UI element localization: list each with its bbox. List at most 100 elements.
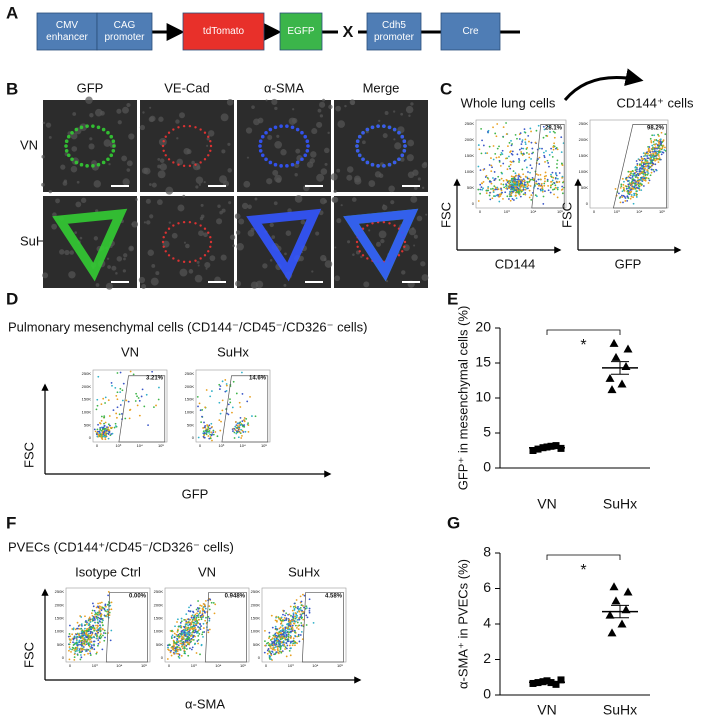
event-dot [527, 187, 529, 190]
event-dot [543, 175, 546, 178]
event-dot [116, 398, 119, 401]
signal [91, 164, 95, 168]
event-dot [78, 649, 81, 652]
event-dot [524, 175, 527, 178]
event-dot [500, 171, 503, 174]
event-dot [290, 614, 292, 617]
column-header: Merge [363, 80, 400, 95]
event-dot [645, 165, 648, 167]
event-dot [312, 621, 315, 624]
event-dot [627, 192, 630, 195]
tissue-speck [142, 111, 145, 114]
event-dot [282, 613, 284, 616]
event-dot [543, 156, 546, 159]
tissue-speck [72, 112, 77, 116]
tissue-speck [122, 269, 126, 273]
tissue-speck [251, 105, 255, 110]
signal [357, 153, 362, 158]
event-dot [560, 162, 563, 165]
event-dot [275, 642, 278, 644]
event-dot [306, 616, 309, 619]
axis-label: FSC [559, 202, 574, 228]
signal [260, 134, 265, 139]
tissue-speck [165, 186, 174, 195]
signal [199, 224, 202, 227]
tissue-speck [116, 108, 122, 114]
event-dot [288, 631, 291, 634]
event-dot [510, 179, 513, 182]
tissue-speck [327, 131, 330, 135]
event-dot [208, 619, 211, 622]
event-dot [522, 152, 525, 155]
event-dot [134, 400, 137, 402]
event-dot [90, 626, 93, 629]
signal [400, 153, 405, 158]
event-dot [516, 182, 519, 185]
event-dot [115, 412, 118, 415]
event-dot [182, 638, 185, 641]
event-dot [68, 633, 71, 635]
data-point [623, 587, 633, 596]
event-dot [294, 641, 297, 644]
tissue-speck [198, 230, 204, 237]
event-dot [124, 417, 127, 420]
signal [161, 144, 165, 148]
tissue-speck [425, 213, 428, 216]
event-dot [204, 406, 207, 409]
event-dot [193, 631, 196, 634]
event-dot [280, 622, 283, 625]
tissue-speck [229, 234, 236, 240]
event-dot [524, 193, 527, 196]
event-dot [172, 639, 175, 642]
event-dot [297, 635, 300, 638]
tissue-speck [207, 130, 215, 137]
event-dot [635, 190, 638, 193]
signal [74, 160, 79, 165]
event-dot [269, 639, 272, 641]
curved-arrow [563, 68, 644, 101]
signal [355, 139, 360, 144]
event-dot [511, 180, 514, 183]
micrograph [139, 99, 234, 195]
event-dot [479, 192, 482, 195]
event-dot [514, 172, 517, 175]
tissue-speck [60, 164, 66, 170]
event-dot [129, 408, 132, 411]
event-dot [202, 609, 204, 612]
event-dot [268, 650, 271, 653]
event-dot [522, 147, 525, 150]
event-dot [482, 144, 485, 147]
tissue-speck [156, 199, 163, 206]
event-dot [289, 623, 292, 626]
tissue-speck [407, 139, 415, 147]
event-dot [104, 438, 107, 441]
tissue-speck [234, 213, 241, 220]
event-dot [203, 631, 206, 633]
event-dot [283, 635, 286, 637]
event-dot [511, 198, 514, 200]
event-dot [664, 133, 667, 136]
event-dot [197, 635, 200, 637]
signal [209, 240, 213, 244]
tissue-speck [195, 176, 204, 184]
event-dot [278, 627, 281, 630]
event-dot [186, 635, 189, 638]
event-dot [502, 136, 505, 138]
tissue-speck [316, 173, 325, 182]
tissue-speck [199, 216, 204, 221]
event-dot [659, 141, 662, 143]
event-dot [173, 636, 176, 639]
event-dot [92, 624, 94, 627]
event-dot [638, 163, 641, 166]
event-dot [499, 195, 502, 197]
event-dot [213, 612, 216, 615]
signal [388, 222, 391, 225]
event-dot [199, 604, 202, 607]
event-dot [509, 195, 511, 198]
event-dot [184, 628, 186, 631]
event-dot [278, 641, 280, 644]
event-dot [104, 402, 106, 404]
data-point [609, 338, 619, 347]
data-point [621, 362, 631, 370]
event-dot [86, 629, 89, 632]
